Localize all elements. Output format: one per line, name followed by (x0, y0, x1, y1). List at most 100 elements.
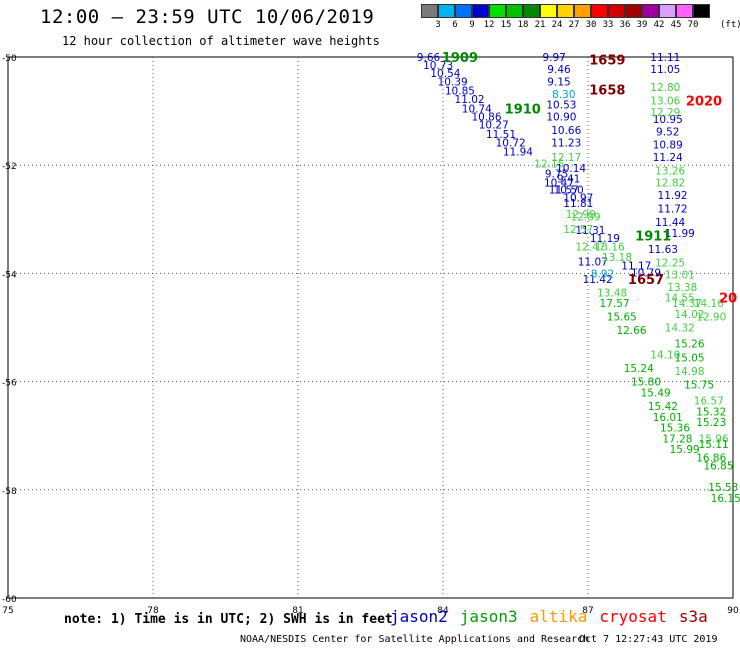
wave-height-label: 14.55 (665, 293, 695, 305)
wave-height-label: 15.05 (674, 352, 704, 364)
wave-height-label: 10.89 (653, 140, 683, 152)
wave-height-label: 11.07 (578, 256, 608, 268)
wave-height-label: 10.47 (544, 178, 574, 190)
color-swatch (659, 4, 676, 18)
wave-height-label: 15.75 (684, 379, 714, 391)
color-swatch (489, 4, 506, 18)
footnote: note: 1) Time is in UTC; 2) SWH is in fe… (64, 612, 393, 627)
color-swatch (506, 4, 523, 18)
wave-height-label: 9.41 (557, 174, 580, 186)
wave-height-label: 10.50 (554, 185, 584, 197)
chart-subtitle: 12 hour collection of altimeter wave hei… (62, 34, 380, 48)
wave-height-label: 15.36 (660, 423, 690, 435)
wave-height-label: 9.97 (542, 52, 565, 64)
wave-height-label: 15.53 (708, 482, 738, 494)
color-scale-label: 27 (568, 20, 580, 30)
wave-height-label: 9.15 (547, 76, 570, 88)
wave-height-label: 16.85 (703, 460, 733, 472)
wave-height-label: 16.86 (696, 452, 726, 464)
color-swatch (642, 4, 659, 18)
color-scale-label: 70 (687, 20, 699, 30)
wave-height-label: 17.28 (662, 433, 692, 445)
pass-time-label: 1909 (442, 51, 478, 66)
color-swatch (523, 4, 540, 18)
wave-height-label: 13.38 (667, 282, 697, 294)
wave-height-label: 10.85 (445, 86, 475, 98)
x-tick-label: 87 (582, 606, 593, 616)
x-tick-label: 75 (2, 606, 13, 616)
color-scale-label: 12 (483, 20, 495, 30)
wave-height-label: 13.26 (655, 166, 685, 178)
wave-height-labels: 9.6610.7310.5410.3910.8511.0210.7410.861… (417, 51, 740, 505)
pass-time-label: 1911 (635, 230, 671, 245)
wave-height-label: 12.99 (566, 209, 596, 221)
color-swatch (421, 4, 438, 18)
y-tick-label: -52 (2, 162, 17, 172)
wave-height-label: 13.01 (665, 269, 695, 281)
wave-height-label: 10.54 (430, 68, 460, 80)
wave-height-label: 11.99 (665, 228, 695, 240)
color-scale-unit: (ft) (720, 20, 740, 30)
color-swatch (574, 4, 591, 18)
x-tick-label: 90 (727, 606, 739, 616)
wave-height-label: 10.86 (471, 112, 501, 124)
y-tick-label: -56 (2, 379, 17, 389)
color-scale-label: 42 (653, 20, 665, 30)
wave-height-label: 17.57 (600, 298, 630, 310)
wave-height-label: 10.66 (551, 125, 581, 137)
wave-height-label: 9.75 (545, 168, 568, 180)
wave-height-label: 11.51 (486, 129, 516, 141)
wave-height-label: 10.90 (546, 112, 576, 124)
wave-height-label: 12.25 (655, 258, 685, 270)
wave-height-label: 13.18 (602, 252, 632, 264)
chart-title: 12:00 – 23:59 UTC 10/06/2019 (40, 6, 375, 28)
wave-height-label: 14.10 (650, 350, 680, 362)
generated-timestamp: Oct 7 12:27:43 UTC 2019 (579, 634, 718, 645)
color-swatch (625, 4, 642, 18)
wave-height-label: 11.23 (551, 137, 581, 149)
pass-time-label: 1657 (628, 273, 664, 288)
wave-height-label: 12.80 (650, 82, 680, 94)
wave-height-label: 15.65 (607, 312, 637, 324)
wave-height-label: 11.94 (503, 147, 533, 159)
legend-entry: jason3 (459, 607, 518, 626)
legend-entry: jason2 (390, 607, 448, 626)
wave-height-label: 12.66 (616, 325, 646, 337)
wave-height-label: 12.82 (655, 178, 685, 190)
wave-height-label: 11.81 (563, 198, 593, 210)
wave-height-label: 16.15 (711, 493, 740, 505)
color-swatch (438, 4, 455, 18)
color-swatch (676, 4, 693, 18)
wave-height-label: 15.49 (641, 387, 671, 399)
wave-height-label: 13.48 (597, 287, 627, 299)
wave-height-label: 11.42 (583, 274, 613, 286)
wave-height-label: 11.63 (648, 244, 678, 256)
color-swatch (557, 4, 574, 18)
wave-height-label: 15.26 (674, 339, 704, 351)
color-scale-label: 36 (619, 20, 631, 30)
wave-height-label: 12.29 (650, 107, 680, 119)
wave-height-label: 15.24 (624, 363, 654, 375)
wave-height-label: 11.11 (650, 52, 680, 64)
pass-time-label: 2020 (686, 94, 722, 109)
color-swatch (693, 4, 710, 18)
wave-height-label: 12.47 (575, 241, 605, 253)
wave-height-label: 10.39 (438, 76, 468, 88)
wave-height-label: 11.72 (658, 203, 688, 215)
wave-height-label: 15.96 (699, 433, 729, 445)
color-swatch (455, 4, 472, 18)
color-swatch (608, 4, 625, 18)
wave-height-label: 10.95 (653, 114, 683, 126)
wave-height-label: 12.57 (563, 224, 593, 236)
color-scale-label: 30 (585, 20, 597, 30)
wave-height-label: 8.92 (591, 268, 614, 280)
wave-height-label: 15.23 (696, 417, 726, 429)
x-tick-label: 84 (437, 606, 449, 616)
wave-height-label: 12.89 (571, 212, 601, 224)
wave-height-label: 11.92 (658, 190, 688, 202)
wave-height-label: 11.17 (621, 260, 651, 272)
wave-height-label: 10.27 (479, 120, 509, 132)
wave-height-label: 11.24 (653, 152, 683, 164)
wave-height-label: 12.15 (534, 159, 564, 171)
wave-height-label: 10.97 (563, 193, 593, 205)
